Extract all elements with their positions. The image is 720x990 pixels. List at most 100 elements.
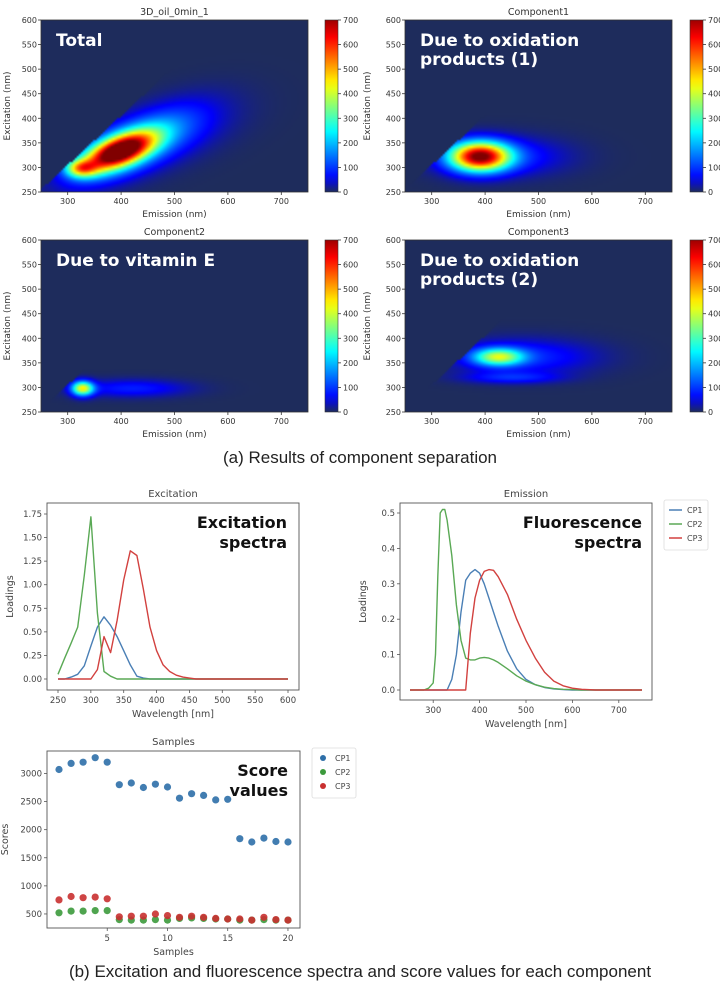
x-tick-label: 600 [220,197,235,206]
y-tick-label: 500 [386,285,401,294]
y-tick-label: 1.50 [23,534,42,544]
point-cp1 [55,765,63,774]
x-tick-label: 700 [611,706,627,716]
y-tick-label: 0.1 [381,651,395,661]
y-tick-label: 500 [26,910,42,920]
y-axis-label: Scores [0,824,11,856]
x-tick-label: 400 [113,197,128,206]
x-tick-label: 600 [220,417,235,426]
y-tick-label: 3000 [20,769,42,779]
point-cp3 [79,894,87,902]
y-tick-label: 1.25 [23,557,42,567]
x-tick-label: 500 [531,417,546,426]
point-cp3 [67,892,75,901]
heatmap-title: Component2 [144,227,205,238]
colorbar-tick-label: 700 [708,236,720,245]
y-axis-label: Loadings [5,575,16,617]
x-tick-label: 600 [564,706,580,716]
legend: CP1 CP2 CP3 [311,747,357,799]
y-tick-label: 400 [22,334,37,343]
legend-swatch-cp2 [320,769,326,775]
y-tick-label: 0.25 [23,651,42,661]
colorbar-tick-label: 0 [708,188,713,197]
point-cp1 [200,791,208,800]
point-cp2 [91,907,99,915]
colorbar [324,239,339,413]
y-tick-label: 1.75 [23,510,42,520]
x-tick-label: 700 [274,197,289,206]
point-cp2 [55,909,63,917]
point-cp3 [224,915,232,923]
colorbar-tick-label: 200 [343,139,358,148]
point-cp3 [103,895,111,903]
y-tick-label: 0.50 [23,628,42,638]
legend-label: CP2 [687,520,703,529]
panel-annotation: Due to oxidation products (2) [420,251,579,290]
point-cp3 [91,893,99,901]
y-axis-label: Excitation (nm) [363,72,373,141]
colorbar-tick-label: 200 [343,359,358,368]
colorbar-tick-label: 0 [343,408,348,417]
point-cp1 [236,835,244,843]
x-tick-label: 500 [167,197,182,206]
point-cp1 [151,780,159,788]
colorbar-tick-label: 400 [708,90,720,99]
point-cp2 [67,907,75,915]
y-tick-label: 450 [22,90,37,99]
x-tick-label: 350 [116,696,132,706]
x-tick-label: 500 [214,696,230,706]
scores-chart: Samples 5 10 15 20 500 1000 1500 2000 2500 3000 Sam… [0,737,301,958]
y-axis-label: Excitation (nm) [3,72,13,141]
colorbar-tick-label: 100 [708,163,720,172]
x-tick-label: 500 [167,417,182,426]
x-tick-label: 600 [584,417,599,426]
colorbar-tick-label: 600 [343,41,358,50]
y-tick-label: 400 [22,114,37,123]
caption-b: (b) Excitation and fluorescence spectra … [68,962,652,981]
x-tick-label: 300 [424,417,439,426]
y-tick-label: 1000 [20,882,42,892]
x-tick-label: 10 [162,934,173,944]
y-tick-label: 450 [22,310,37,319]
y-tick-label: 0.0 [381,686,395,696]
x-tick-label: 300 [60,197,75,206]
y-tick-label: 450 [386,310,401,319]
colorbar [324,19,339,193]
y-tick-label: 450 [386,90,401,99]
panel-annotation: Due to vitamin E [56,251,215,271]
excitation-chart: Excitation 250 300 350 400 450 500 550 600 0.00 0.… [5,489,300,720]
y-tick-label: 300 [386,163,401,172]
colorbar-tick-label: 200 [708,359,720,368]
panel-annotation: Excitation spectra [197,513,287,552]
colorbar-tick-label: 100 [708,383,720,392]
point-cp2 [79,907,87,915]
y-tick-label: 400 [386,114,401,123]
point-cp3 [115,913,123,921]
colorbar-tick-label: 300 [708,114,720,123]
x-tick-label: 400 [113,417,128,426]
plot-title: Samples [152,737,195,748]
x-tick-label: 400 [477,197,492,206]
series-line-cp3 [58,550,288,680]
colorbar-tick-label: 200 [708,139,720,148]
colorbar-tick-label: 400 [708,310,720,319]
legend-label: CP1 [335,754,351,763]
y-axis-label: Excitation (nm) [363,292,373,361]
heatmap-image [405,20,672,192]
point-cp1 [188,790,196,798]
colorbar-tick-label: 500 [343,285,358,294]
legend: CP1 CP2 CP3 [663,499,709,551]
x-tick-label: 400 [477,417,492,426]
x-axis-label: Emission (nm) [142,430,206,440]
point-cp1 [175,794,184,802]
y-tick-label: 250 [22,188,37,197]
colorbar-tick-label: 0 [343,188,348,197]
plot-title: Emission [504,489,549,500]
legend-label: CP1 [687,506,703,515]
y-tick-label: 350 [386,139,401,148]
colorbar-tick-label: 0 [708,408,713,417]
x-tick-label: 300 [424,197,439,206]
y-tick-label: 300 [22,163,37,172]
series-line-cp3 [410,568,642,691]
x-tick-label: 5 [105,934,110,944]
